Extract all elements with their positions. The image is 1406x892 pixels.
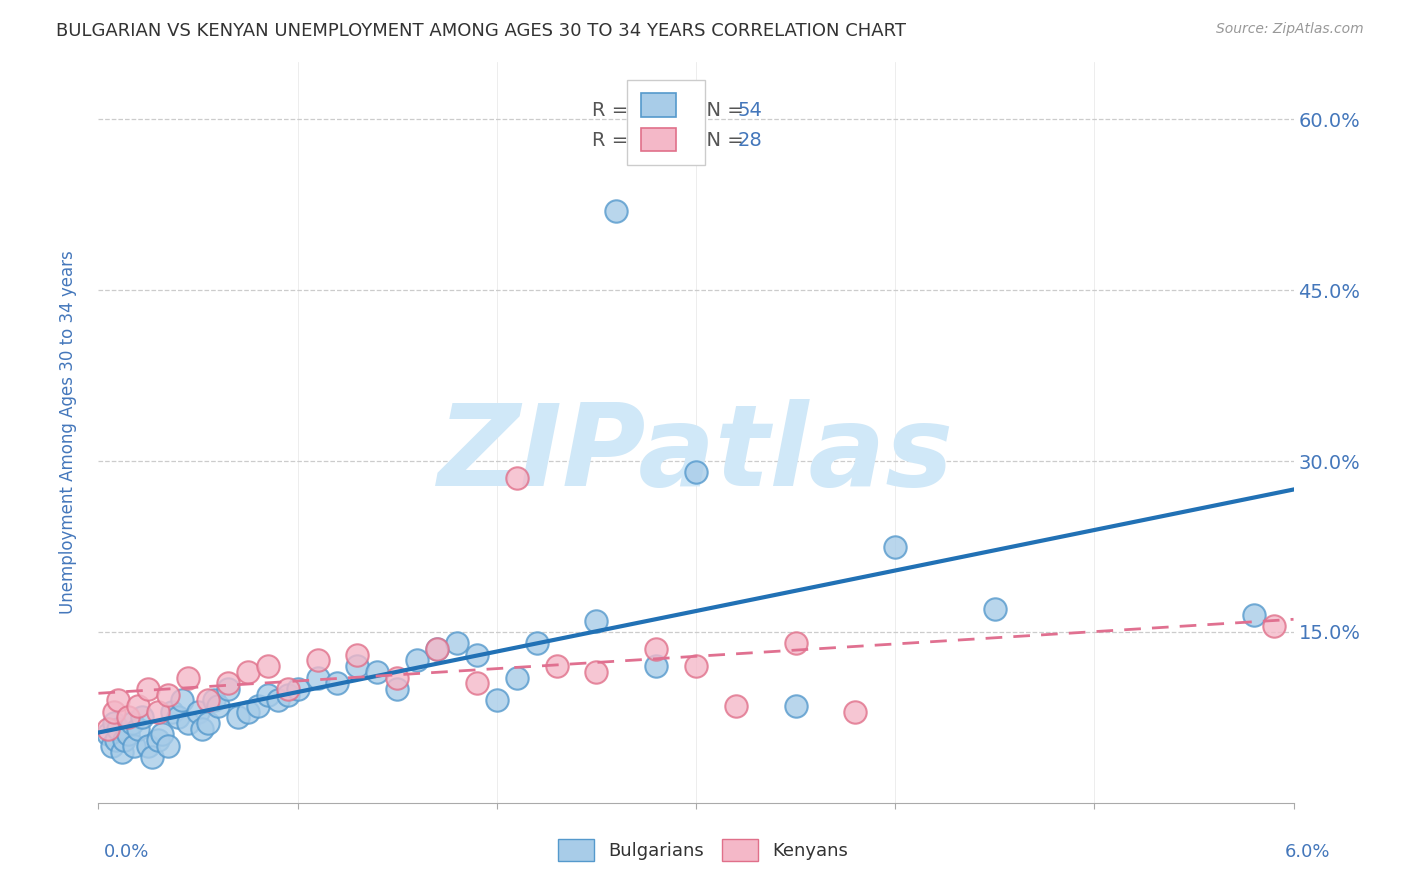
Point [785,698,807,713]
Point [724,698,747,713]
Point [172,693,194,707]
Point [148,733,170,747]
Text: 0.333: 0.333 [628,130,685,150]
Point [546,659,568,673]
Point [844,705,866,719]
Point [485,693,508,707]
Text: 28: 28 [738,130,762,150]
Point [97,722,120,736]
Point [157,688,180,702]
Point [107,693,129,707]
Point [197,693,219,707]
Point [127,698,149,713]
Point [197,716,219,731]
Point [187,705,209,719]
Point [785,636,807,650]
Point [217,676,239,690]
Point [446,636,468,650]
Point [160,705,183,719]
Point [236,705,259,719]
Point [191,722,214,736]
Text: Source: ZipAtlas.com: Source: ZipAtlas.com [1216,22,1364,37]
Point [1263,619,1285,633]
Point [267,693,290,707]
Point [117,710,139,724]
Point [217,681,239,696]
Legend: , : , [627,79,704,165]
Point [103,705,125,719]
Point [526,636,548,650]
Text: 54: 54 [738,101,762,120]
Point [131,710,153,724]
Text: R =: R = [592,101,634,120]
Point [346,659,368,673]
Point [984,602,1007,616]
Point [506,671,529,685]
Point [1243,607,1265,622]
Point [148,705,170,719]
Point [585,614,607,628]
Point [136,739,159,753]
Point [141,750,163,764]
Point [277,681,299,696]
Point [112,733,135,747]
Point [107,722,129,736]
Point [101,739,124,753]
Point [105,733,128,747]
Point [426,642,449,657]
Point [226,710,249,724]
Text: ZIPatlas: ZIPatlas [437,400,955,510]
Point [207,698,229,713]
Point [645,642,668,657]
Point [426,642,449,657]
Point [465,676,488,690]
Point [177,671,200,685]
Point [157,739,180,753]
Point [97,727,120,741]
Point [287,681,309,696]
Point [117,727,139,741]
Text: BULGARIAN VS KENYAN UNEMPLOYMENT AMONG AGES 30 TO 34 YEARS CORRELATION CHART: BULGARIAN VS KENYAN UNEMPLOYMENT AMONG A… [56,22,907,40]
Point [124,739,146,753]
Point [202,693,225,707]
Text: 0.512: 0.512 [628,101,685,120]
Point [127,722,149,736]
Point [307,671,329,685]
Y-axis label: Unemployment Among Ages 30 to 34 years: Unemployment Among Ages 30 to 34 years [59,251,77,615]
Point [685,466,707,480]
Point [465,648,488,662]
Text: 0.0%: 0.0% [104,843,149,861]
Text: N =: N = [693,130,749,150]
Point [246,698,269,713]
Point [256,688,278,702]
Point [103,716,125,731]
Point [307,653,329,667]
Point [366,665,388,679]
Point [277,688,299,702]
Text: N =: N = [693,101,749,120]
Point [884,540,907,554]
Point [177,716,200,731]
Point [406,653,429,667]
Point [385,671,409,685]
Point [645,659,668,673]
Point [326,676,349,690]
Point [385,681,409,696]
Text: 6.0%: 6.0% [1285,843,1330,861]
Point [346,648,368,662]
Text: R =: R = [592,130,634,150]
Point [136,681,159,696]
Point [685,659,707,673]
Point [256,659,278,673]
Point [506,471,529,485]
Point [121,716,143,731]
Point [236,665,259,679]
Point [111,745,134,759]
Point [167,710,190,724]
Point [150,727,173,741]
Point [605,203,627,218]
Point [585,665,607,679]
Legend: Bulgarians, Kenyans: Bulgarians, Kenyans [548,830,858,870]
